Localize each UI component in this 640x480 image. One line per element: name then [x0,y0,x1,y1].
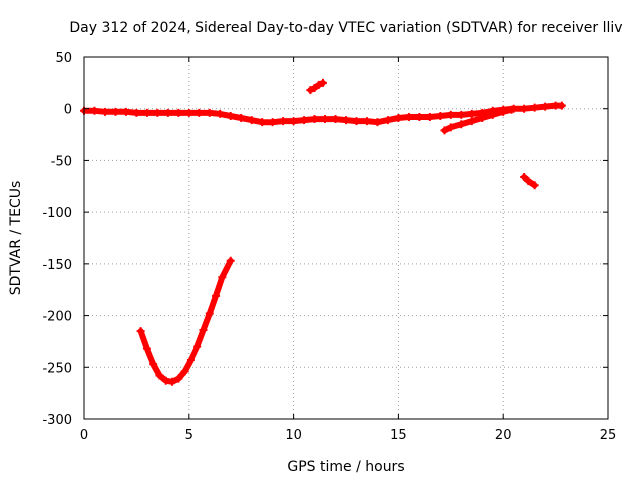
data-point [180,367,189,376]
data-point [132,108,141,117]
data-point [362,117,371,126]
data-point [155,371,164,380]
data-point [520,104,529,113]
data-point [216,109,225,118]
data-point [289,117,298,126]
data-point [205,108,214,117]
data-point [226,256,235,265]
y-tick-label: -300 [42,413,72,428]
data-point [557,101,566,110]
data-point [300,116,309,125]
data-point [212,291,221,300]
data-point [121,107,130,116]
y-tick-label: -100 [42,206,72,221]
data-point [342,116,350,125]
data-point [520,172,529,181]
data-point [318,78,327,87]
data-point [524,177,533,186]
data-point [186,356,195,365]
data-point [394,114,403,123]
data-point [142,344,151,353]
data-point [153,108,162,117]
data-point [195,108,204,117]
data-point [136,327,145,336]
data-point [499,107,508,116]
x-tick-label: 15 [390,428,407,443]
data-point [530,103,539,112]
data-point [247,116,256,125]
y-tick-label: 50 [55,51,72,66]
plot-area-border [83,56,609,420]
data-point [306,86,315,95]
data-point [446,123,455,132]
data-point [237,114,246,123]
series-3-trace [307,79,326,94]
data-point [314,80,323,89]
data-point [90,106,99,115]
y-tick-label: -250 [42,361,72,376]
x-tick-label: 10 [285,428,302,443]
data-point [436,111,445,120]
y-tick-label: -50 [51,154,72,169]
data-point [199,326,208,335]
data-point [111,107,120,116]
data-point [258,118,267,127]
x-tick-label: 5 [185,428,193,443]
data-point [174,374,183,383]
data-point [142,108,151,117]
data-point [168,377,177,386]
data-point [467,109,476,118]
data-point [218,273,227,282]
chart-title: Day 312 of 2024, Sidereal Day-to-day VTE… [69,20,622,36]
data-point [100,107,109,116]
data-point [541,102,550,111]
data-point [530,181,539,190]
data-point [149,360,158,369]
data-point [174,108,183,117]
data-point [404,112,413,121]
data-series [80,78,566,386]
data-point [478,114,487,123]
data-point [440,126,449,135]
data-point [373,118,382,127]
data-point [279,117,288,126]
data-point [184,108,193,117]
data-point [383,116,392,125]
data-point [457,110,466,119]
x-axis-label: GPS time / hours [287,459,404,475]
data-point [310,115,319,124]
data-point [310,84,319,93]
data-point [163,108,172,117]
x-tick-label: 0 [80,428,88,443]
data-point [193,342,202,351]
data-point [488,110,497,119]
data-point [415,112,424,121]
data-point [226,111,235,120]
data-point [268,118,277,127]
data-point [457,120,466,129]
y-tick-label: -150 [42,258,72,273]
y-tick-label: -200 [42,310,72,325]
axis-ticks: 0 5 10 15 20 25 50 0 -50 -100 -150 -200 -250 -300 [42,51,616,443]
y-axis-label: SDTVAR / TECUs [8,181,24,296]
data-point [507,105,516,114]
data-point [352,117,361,126]
x-tick-label: 20 [495,428,512,443]
data-point [425,112,434,121]
data-point [331,115,340,124]
data-point [205,309,214,318]
data-point [161,376,170,385]
x-tick-label: 25 [600,428,617,443]
y-tick-label: 0 [64,103,72,118]
data-point [446,110,455,119]
data-point [467,117,476,126]
data-point [321,115,330,124]
